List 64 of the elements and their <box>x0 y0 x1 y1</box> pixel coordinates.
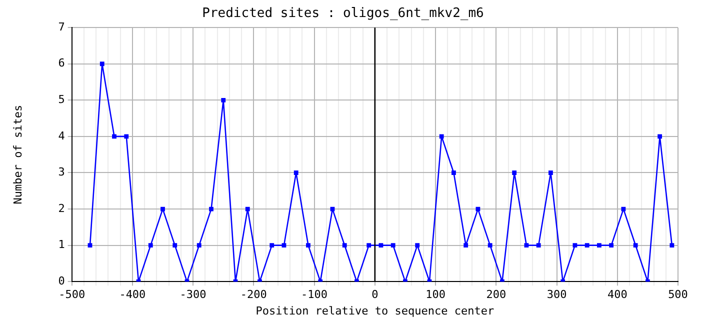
point <box>658 134 662 139</box>
point <box>160 206 165 212</box>
point <box>221 98 226 102</box>
point <box>148 243 153 248</box>
point <box>403 279 408 282</box>
point <box>196 243 202 248</box>
y-tick-label: 3 <box>58 166 65 179</box>
y-tick-label: 6 <box>58 56 65 70</box>
point <box>124 134 129 139</box>
point <box>572 243 578 248</box>
x-tick-label: -500 <box>58 288 86 302</box>
point <box>512 170 517 175</box>
x-tick-label: 500 <box>668 288 688 302</box>
point <box>596 243 602 248</box>
y-tick-label: 5 <box>58 93 65 106</box>
point <box>172 243 178 248</box>
y-tick-label: 4 <box>58 129 66 142</box>
point <box>621 206 626 212</box>
x-tick-label: -200 <box>240 288 267 302</box>
x-tick-label: 0 <box>372 288 378 302</box>
chart-title: Predicted sites : oligos_6nt_mkv2_m6 <box>202 6 484 22</box>
point <box>366 243 372 248</box>
y-tick-label: 1 <box>58 238 65 252</box>
x-tick-label: 100 <box>426 288 446 302</box>
point <box>112 134 116 139</box>
point <box>378 243 384 248</box>
point <box>330 206 335 212</box>
point <box>670 243 674 248</box>
y-axis-title: Number of sites <box>11 104 24 204</box>
point <box>524 243 529 248</box>
point <box>476 206 480 212</box>
point <box>536 243 541 248</box>
point <box>548 170 553 175</box>
point <box>488 243 492 248</box>
point <box>282 243 286 248</box>
point <box>452 170 456 175</box>
point <box>584 243 590 248</box>
x-tick-label: -400 <box>119 288 146 302</box>
x-tick-label: 200 <box>486 288 506 302</box>
y-tick-label: 2 <box>58 202 65 215</box>
x-tick-label: 300 <box>546 288 567 302</box>
point <box>245 206 250 212</box>
point <box>609 243 614 248</box>
point <box>633 243 638 248</box>
point <box>354 279 359 282</box>
point <box>415 243 420 248</box>
point <box>294 170 298 175</box>
point <box>270 243 274 248</box>
point <box>464 243 468 248</box>
point <box>306 243 310 248</box>
point <box>258 279 262 282</box>
x-tick-label: -300 <box>180 288 206 302</box>
point <box>88 243 92 248</box>
point <box>500 279 504 282</box>
y-tick-label: 0 <box>58 274 65 288</box>
x-axis-title: Position relative to sequence center <box>256 304 494 318</box>
x-tick-label: -100 <box>301 288 328 302</box>
y-tick-label: 7 <box>58 20 65 34</box>
point <box>390 243 396 248</box>
point <box>342 243 347 248</box>
point <box>439 134 444 139</box>
x-tick-label: 400 <box>607 288 628 302</box>
point <box>100 62 104 66</box>
point <box>209 206 214 212</box>
